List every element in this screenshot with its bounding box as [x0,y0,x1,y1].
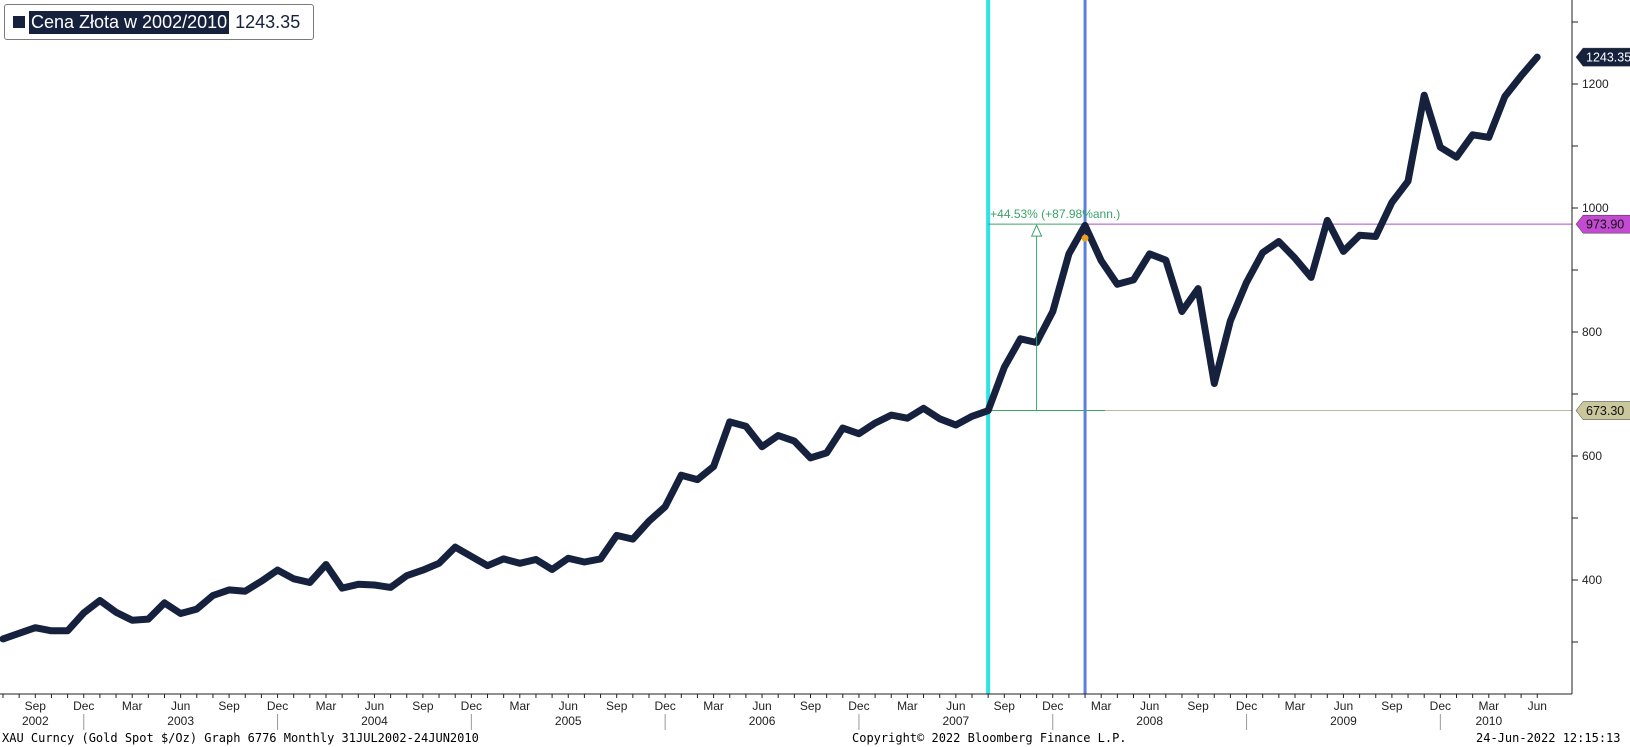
low-value-tag: 673.30 [1586,404,1624,418]
y-tick-label: 600 [1582,449,1602,463]
measure-arrow-head [1030,223,1043,237]
x-year-label: 2006 [749,714,776,728]
legend-swatch [13,16,25,28]
peak-marker-dot [1081,234,1089,242]
x-month-label: Sep [25,699,47,713]
x-month-label: Mar [1478,699,1499,713]
high-value-tag: 973.90 [1586,218,1624,232]
high-value-tag-bg [1575,214,1630,234]
footer-ticker-info: XAU Curncy (Gold Spot $/Oz) Graph 6776 M… [2,731,479,745]
x-month-label: Jun [1334,699,1353,713]
x-month-label: Mar [122,699,143,713]
x-month-label: Mar [316,699,337,713]
y-tick-label: 1200 [1582,77,1609,91]
x-month-label: Jun [752,699,771,713]
x-month-label: Jun [559,699,578,713]
x-month-label: Sep [606,699,628,713]
x-month-label: Mar [509,699,530,713]
x-month-label: Dec [848,699,869,713]
last-value-tag-bg [1575,47,1630,67]
x-month-label: Dec [73,699,94,713]
x-year-label: 2002 [22,714,49,728]
x-month-label: Sep [1381,699,1403,713]
x-month-label: Jun [1140,699,1159,713]
x-month-label: Dec [1430,699,1451,713]
last-value-tag: 1243.35 [1586,51,1630,65]
x-month-label: Jun [365,699,384,713]
measure-annotation: +44.53% (+87.98%ann.) [990,207,1120,221]
x-month-label: Dec [1042,699,1063,713]
y-tick-label: 800 [1582,325,1602,339]
legend-series-name: Cena Złota w 2002/2010 [29,10,230,34]
y-tick-label: 1000 [1582,201,1609,215]
x-month-label: Jun [946,699,965,713]
x-month-label: Jun [171,699,190,713]
x-month-label: Dec [461,699,482,713]
x-year-label: 2004 [361,714,388,728]
x-month-label: Sep [218,699,240,713]
x-month-label: Mar [1091,699,1112,713]
x-month-label: Mar [1285,699,1306,713]
x-month-label: Dec [654,699,675,713]
gold-price-series-line [0,53,1541,643]
y-tick-label: 400 [1582,573,1602,587]
x-year-label: 2010 [1475,714,1502,728]
x-month-label: Sep [412,699,434,713]
footer-timestamp: 24-Jun-2022 12:15:13 [1476,731,1621,745]
x-month-label: Jun [1528,699,1547,713]
x-month-label: Dec [267,699,288,713]
x-year-label: 2003 [167,714,194,728]
low-value-tag-bg [1575,401,1630,420]
x-year-label: 2008 [1136,714,1163,728]
x-month-label: Dec [1236,699,1257,713]
chart-legend[interactable]: Cena Złota w 2002/2010 1243.35 [4,4,314,40]
x-month-label: Sep [1187,699,1209,713]
x-month-label: Mar [897,699,918,713]
legend-last-value: 1243.35 [235,11,301,32]
x-month-label: Sep [994,699,1016,713]
x-year-label: 2005 [555,714,582,728]
x-month-label: Sep [800,699,822,713]
footer-copyright: Copyright© 2022 Bloomberg Finance L.P. [852,731,1127,745]
x-year-label: 2009 [1330,714,1357,728]
x-year-label: 2007 [942,714,969,728]
x-month-label: Mar [703,699,724,713]
